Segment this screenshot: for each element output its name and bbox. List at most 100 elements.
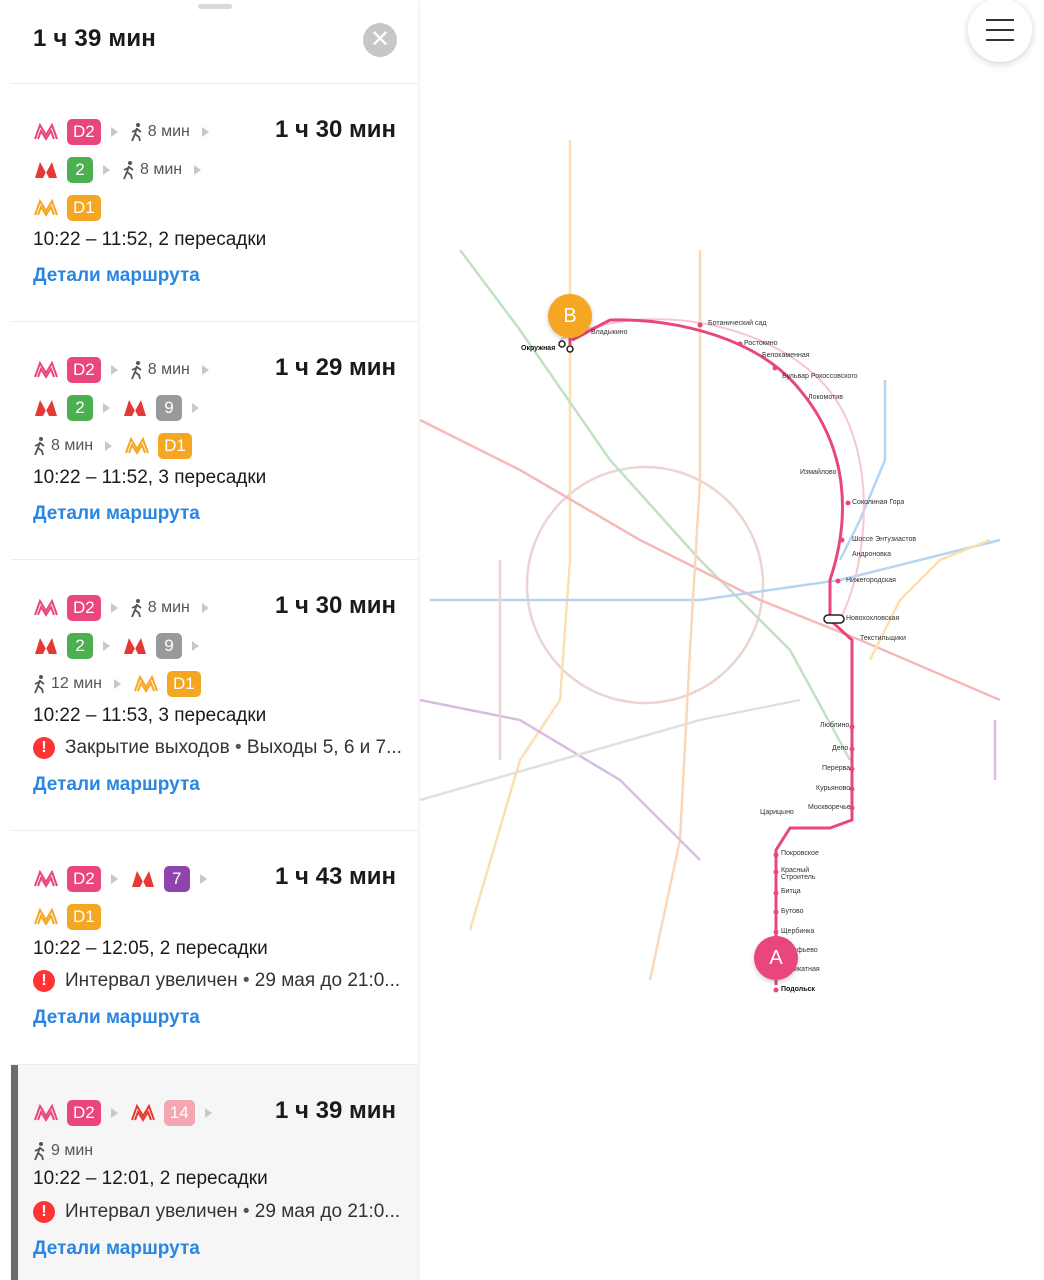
alert-title: Интервал увеличен	[65, 970, 238, 991]
station-label: Щербинка	[781, 928, 815, 935]
alert-title: Интервал увеличен	[65, 1201, 238, 1222]
close-icon[interactable]: ✕	[363, 23, 397, 57]
origin-pin[interactable]: A	[754, 936, 798, 980]
alert-title: Закрытие выходов	[65, 737, 230, 758]
route-option-4[interactable]: D2 7 1 ч 43 мин D1 10:22 – 12:05, 2 пере…	[11, 831, 418, 1065]
route-details-link[interactable]: Детали маршрута	[33, 503, 200, 524]
mcd-icon	[33, 598, 59, 618]
route-option-2[interactable]: D2 8 мин 1 ч 29 мин 2 9 8 мин D1 10:22 –…	[11, 322, 418, 560]
alert-separator: •	[237, 970, 255, 991]
arrow-icon	[110, 365, 118, 375]
route-details-link[interactable]: Детали маршрута	[33, 774, 200, 795]
route-option-1[interactable]: D2 8 мин 1 ч 30 мин 2 8 мин D1 10:22 – 1…	[11, 84, 418, 322]
alert-icon: !	[33, 737, 55, 759]
walk-icon	[130, 123, 142, 142]
arrow-icon	[114, 679, 122, 689]
line-badge-d1: D1	[67, 195, 101, 221]
mcd-icon	[133, 674, 159, 694]
alert-separator: •	[229, 737, 247, 758]
arrow-icon	[201, 127, 209, 137]
station-label: Новохохловская	[846, 615, 900, 622]
walk-segment: 8 мин	[33, 436, 93, 456]
route-times: 10:22 – 12:05, 2 пересадки	[33, 938, 268, 959]
walk-segment: 8 мин	[130, 598, 190, 618]
route-times: 10:22 – 11:53, 3 пересадки	[33, 705, 267, 726]
station-label: Локомотив	[808, 394, 843, 401]
route-alert[interactable]: ! Закрытие выходов • Выходы 5, 6 и 7...	[33, 737, 402, 759]
route-alert[interactable]: ! Интервал увеличен • 29 мая до 21:0...	[33, 1201, 400, 1223]
station-label: Измайлово	[800, 469, 837, 476]
alert-text: Выходы 5, 6 и 7...	[246, 737, 402, 758]
line-badge-9: 9	[156, 633, 182, 659]
walk-icon	[123, 161, 134, 180]
route-details-link[interactable]: Детали маршрута	[33, 1238, 200, 1259]
walk-duration: 8 мин	[140, 161, 183, 178]
walk-icon	[34, 437, 45, 456]
page-title: 1 ч 39 мин	[33, 25, 156, 52]
route-times: 10:22 – 11:52, 2 пересадки	[33, 229, 267, 250]
station-label: Ростокино	[744, 340, 778, 347]
arrow-icon	[110, 603, 118, 613]
station-label: Ботанический сад	[708, 320, 767, 327]
alert-icon: !	[33, 1201, 55, 1223]
walk-icon	[34, 675, 45, 694]
line-badge-2: 2	[67, 157, 93, 183]
station-label: Депо	[832, 745, 849, 752]
route-times: 10:22 – 11:52, 3 пересадки	[33, 467, 267, 488]
station-label: Царицыно	[760, 809, 794, 816]
station-label: Белокаменная	[762, 352, 810, 359]
alert-icon: !	[33, 970, 55, 992]
station-label: Силикатная	[781, 966, 820, 973]
line-badge-d1: D1	[167, 671, 201, 697]
station-label: Покровское	[781, 850, 819, 857]
route-details-link[interactable]: Детали маршрута	[33, 1007, 200, 1028]
route-option-5[interactable]: D2 14 1 ч 39 мин 9 мин 10:22 – 12:01, 2 …	[11, 1065, 418, 1280]
arrow-icon	[103, 641, 110, 651]
station-label: Окружная	[521, 345, 556, 352]
line-badge-d2: D2	[67, 595, 101, 621]
alert-separator: •	[237, 1201, 255, 1222]
line-badge-d2: D2	[67, 357, 101, 383]
metro-icon	[33, 398, 59, 418]
destination-pin[interactable]: B	[548, 294, 592, 338]
arrow-icon	[192, 403, 199, 413]
station-label: Нижегородская	[846, 577, 896, 584]
arrow-icon	[103, 165, 110, 175]
mcd-icon	[33, 907, 59, 927]
station-label: Шоссе Энтузиастов	[852, 536, 917, 543]
mcd-icon	[33, 1103, 59, 1123]
line-badge-d1: D1	[67, 904, 101, 930]
route-details-link[interactable]: Детали маршрута	[33, 265, 200, 286]
station-label: Соколиная Гора	[852, 499, 905, 506]
arrow-icon	[110, 1108, 118, 1118]
station-label: Люблино	[820, 722, 850, 729]
arrow-icon	[199, 874, 207, 884]
station-label: Владыкино	[591, 329, 628, 336]
line-badge-7: 7	[163, 866, 190, 892]
walk-icon	[34, 1142, 45, 1161]
route-alert[interactable]: ! Интервал увеличен • 29 мая до 21:0...	[33, 970, 400, 992]
line-badge-d2: D2	[67, 866, 101, 892]
walk-icon	[130, 599, 142, 618]
drag-handle[interactable]	[198, 4, 232, 9]
line-badge-d2: D2	[67, 1100, 101, 1126]
arrow-icon	[105, 441, 113, 451]
station-label: Бульвар Рокоссовского	[782, 373, 858, 380]
arrow-icon	[194, 165, 202, 175]
walk-duration: 8 мин	[51, 437, 94, 454]
pin-a-label: A	[769, 946, 783, 969]
hamburger-icon[interactable]	[968, 0, 1032, 62]
walk-duration: 9 мин	[51, 1142, 94, 1159]
walk-segment: 12 мин	[33, 674, 102, 694]
alert-text: 29 мая до 21:0...	[254, 1201, 401, 1222]
alert-text: 29 мая до 21:0...	[254, 970, 401, 991]
station-label: Андроновка	[852, 551, 891, 558]
line-badge-2: 2	[67, 633, 93, 659]
line-badge-d1: D1	[158, 433, 192, 459]
route-duration: 1 ч 29 мин	[275, 354, 396, 381]
panel-header: 1 ч 39 мин ✕	[11, 0, 418, 84]
walk-duration: 8 мин	[147, 599, 190, 616]
route-option-3[interactable]: D2 8 мин 1 ч 30 мин 2 9 12 мин D1 10:22 …	[11, 560, 418, 831]
station-label: Остафьево	[781, 947, 818, 954]
route-duration: 1 ч 43 мин	[275, 863, 396, 890]
